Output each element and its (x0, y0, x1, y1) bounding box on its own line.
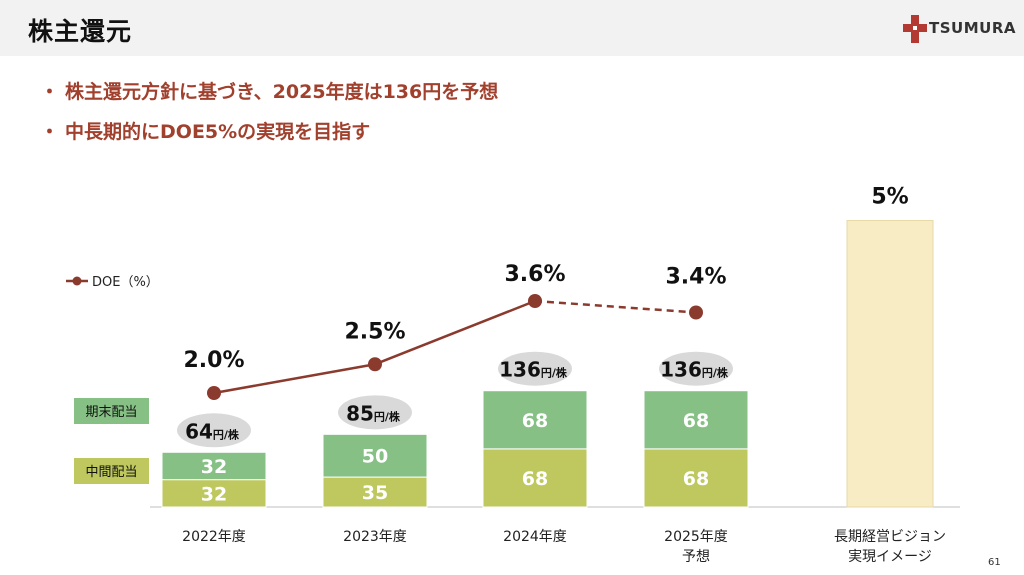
page-number: 61 (988, 557, 1001, 568)
bar-value-label: 32 (201, 456, 227, 478)
vision-label: 5% (871, 185, 908, 210)
doe-value-label: 2.0% (183, 348, 244, 373)
bar-value-label: 68 (683, 468, 709, 490)
category-label: 実現イメージ (848, 549, 932, 565)
total-bubble (659, 351, 733, 386)
vision-bar (846, 220, 934, 508)
doe-line-segment (374, 299, 536, 366)
bar-segment (482, 390, 588, 450)
bar-segment (482, 448, 588, 508)
doe-point (207, 386, 221, 400)
category-label: 長期経営ビジョン (834, 529, 946, 545)
bullet-list: ・株主還元方針に基づき、2025年度は136円を予想 ・中長期的にDOE5%の実… (40, 72, 498, 152)
bar-segment (322, 476, 428, 508)
category-label: 2025年度 (664, 529, 728, 545)
legend-doe-marker (72, 276, 82, 286)
bar-value-label: 50 (362, 446, 388, 468)
legend-doe-label: DOE（%） (92, 275, 159, 290)
doe-point (689, 305, 703, 320)
tsumura-logo-icon (903, 15, 927, 43)
bullet-text: 株主還元方針に基づき、2025年度は136円を予想 (65, 81, 499, 103)
bullet-marker: ・ (40, 81, 60, 103)
doe-line-segment (213, 363, 376, 395)
total-bubble (498, 351, 572, 386)
bar-segment (161, 451, 267, 481)
category-label: 2022年度 (182, 529, 246, 545)
category-label: 予想 (682, 549, 710, 565)
legend-chukan-label: 中間配当 (85, 465, 137, 480)
category-label: 2023年度 (343, 529, 407, 545)
legend-kimatsu-label: 期末配当 (85, 405, 137, 420)
doe-point (528, 294, 542, 308)
bar-value-label: 35 (362, 482, 388, 504)
total-label: 64円/株 (185, 419, 240, 443)
legend-kimatsu-box (74, 398, 149, 424)
total-bubble (177, 413, 251, 448)
total-bubble (338, 395, 412, 430)
doe-value-label: 3.6% (504, 262, 565, 287)
bar-value-label: 68 (683, 410, 709, 432)
bar-segment (643, 390, 749, 450)
tsumura-logo: TSUMURA (903, 14, 1016, 44)
doe-point (368, 357, 382, 372)
bullet-item: ・中長期的にDOE5%の実現を目指す (40, 112, 498, 152)
doe-value-label: 3.4% (665, 265, 726, 290)
header-bar: 株主還元 TSUMURA (0, 0, 1024, 56)
bar-value-label: 68 (522, 410, 548, 432)
category-label: 2024年度 (503, 529, 567, 545)
page-title: 株主還元 (28, 17, 133, 46)
bullet-item: ・株主還元方針に基づき、2025年度は136円を予想 (40, 72, 498, 112)
legend-chukan-box (74, 458, 149, 484)
bar-value-label: 32 (201, 483, 227, 505)
bar-segment (643, 448, 749, 508)
total-label: 136円/株 (660, 358, 729, 382)
doe-value-label: 2.5% (344, 319, 405, 344)
bar-segment (322, 433, 428, 478)
total-label: 85円/株 (346, 401, 401, 425)
bar-value-label: 68 (522, 468, 548, 490)
bullet-marker: ・ (40, 121, 60, 143)
bullet-text: 中長期的にDOE5%の実現を目指す (65, 121, 371, 143)
doe-line-forecast-segment (534, 299, 697, 314)
total-label: 136円/株 (499, 358, 568, 382)
logo-text: TSUMURA (929, 19, 1016, 37)
